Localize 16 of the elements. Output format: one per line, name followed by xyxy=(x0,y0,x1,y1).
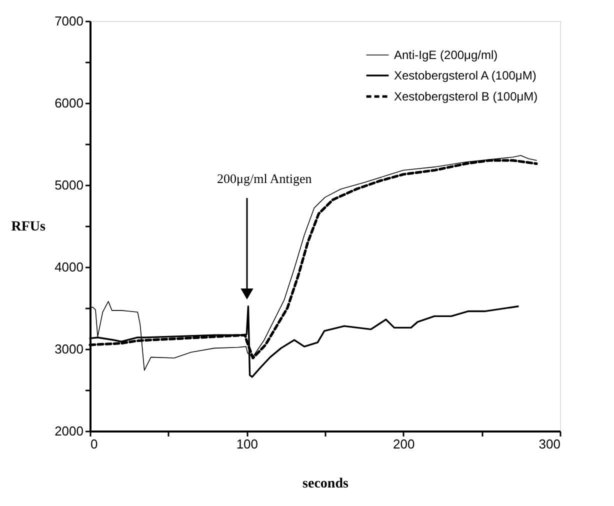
x-tick-label: 0 xyxy=(90,436,98,452)
legend-label: Anti-IgE (200μg/ml) xyxy=(394,48,498,62)
x-tick-label: 300 xyxy=(538,436,560,452)
y-tick-label: 2000 xyxy=(54,424,84,438)
x-axis-title: seconds xyxy=(302,476,349,492)
legend-label: Xestobergsterol B (100μM) xyxy=(394,90,538,104)
y-tick-label: 4000 xyxy=(54,260,84,274)
y-tick-label: 5000 xyxy=(54,178,84,192)
y-axis-title: RFUs xyxy=(11,220,46,234)
y-tick-label: 6000 xyxy=(54,96,84,110)
y-tick-label: 7000 xyxy=(54,14,84,28)
y-tick-label: 3000 xyxy=(54,342,84,356)
annotation: 200μg/ml Antigen xyxy=(217,171,312,186)
legend-label: Xestobergsterol A (100μM) xyxy=(394,68,536,82)
x-tick-label: 100 xyxy=(236,436,258,452)
x-tick-label: 200 xyxy=(392,436,415,452)
